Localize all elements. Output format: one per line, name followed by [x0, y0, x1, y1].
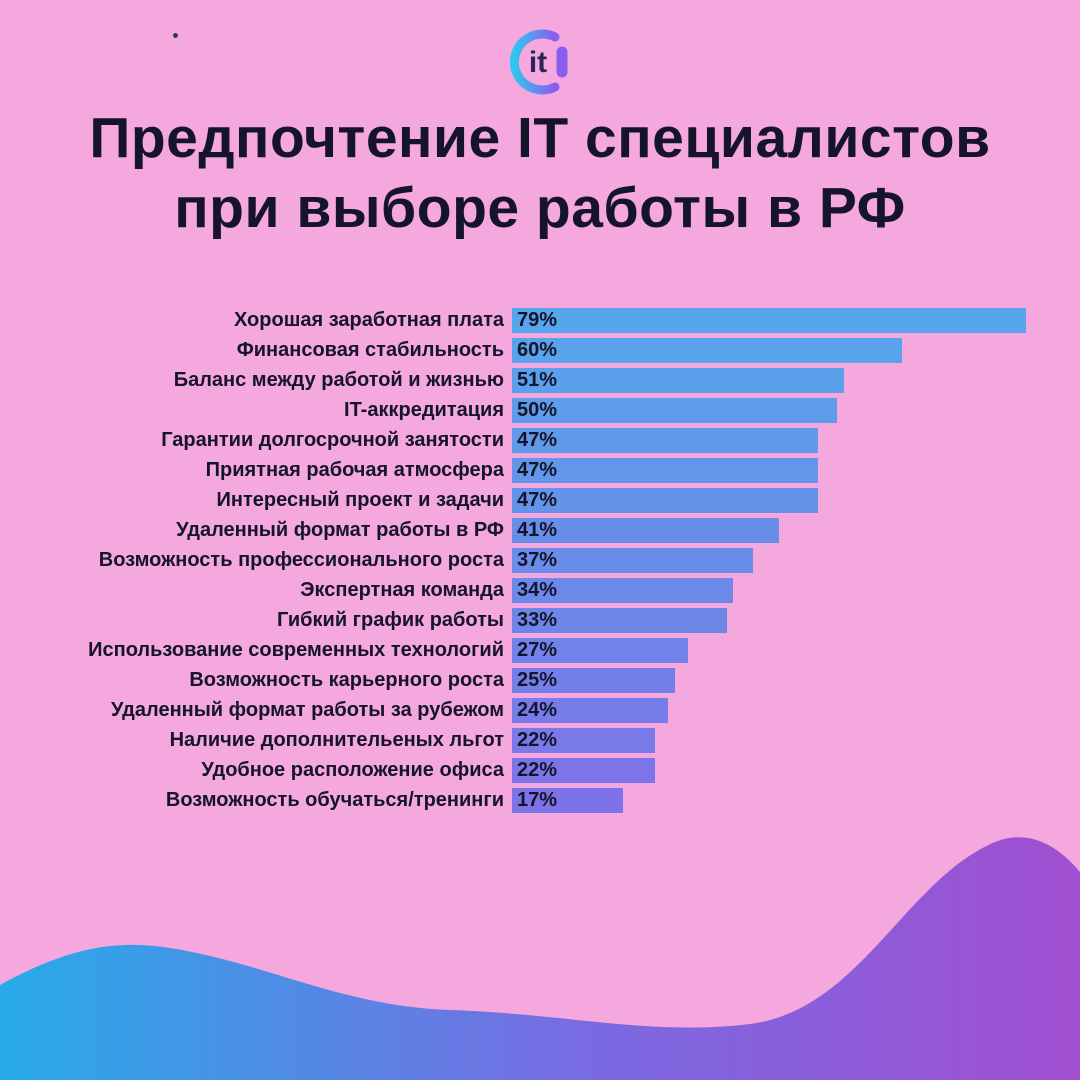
- bar-label: Использование современных технологий: [88, 638, 504, 661]
- bar: 41%: [512, 517, 779, 543]
- chart-row: IT-аккредитация 50%: [0, 395, 1080, 425]
- chart-row: Финансовая стабильность 60%: [0, 335, 1080, 365]
- title-line-2: при выборе работы в РФ: [174, 175, 906, 240]
- chart-row: Возможность карьерного роста 25%: [0, 665, 1080, 695]
- bar-label: Гарантии долгосрочной занятости: [161, 428, 504, 451]
- bar-value: 33%: [517, 608, 558, 631]
- bar: 60%: [512, 337, 902, 363]
- bar: 47%: [512, 487, 818, 513]
- chart-row: Хорошая заработная плата 79%: [0, 305, 1080, 335]
- bar-value: 27%: [517, 638, 558, 661]
- bar-label: Финансовая стабильность: [236, 338, 504, 361]
- bar-label: Баланс между работой и жизнью: [173, 368, 504, 391]
- bar: 22%: [512, 757, 655, 783]
- chart-row: Удобное расположение офиса 22%: [0, 755, 1080, 785]
- bar-value: 47%: [517, 458, 558, 481]
- bar: 47%: [512, 427, 818, 453]
- bar-value: 47%: [517, 428, 558, 451]
- bar-label: Возможность карьерного роста: [189, 668, 504, 691]
- bar-value: 17%: [517, 788, 558, 811]
- bar-label: Возможность профессионального роста: [98, 548, 504, 571]
- bar-label: Хорошая заработная плата: [233, 308, 504, 331]
- chart-row: Удаленный формат работы за рубежом 24%: [0, 695, 1080, 725]
- chart-row: Приятная рабочая атмосфера 47%: [0, 455, 1080, 485]
- chart-row: Удаленный формат работы в РФ 41%: [0, 515, 1080, 545]
- chart-row: Гибкий график работы 33%: [0, 605, 1080, 635]
- bar-label: Приятная рабочая атмосфера: [205, 458, 504, 481]
- bar-label: Удаленный формат работы в РФ: [176, 518, 504, 541]
- wave-decoration: [0, 837, 1080, 1080]
- bar-value: 34%: [517, 578, 558, 601]
- bar: 51%: [512, 367, 844, 393]
- bar-value: 37%: [517, 548, 558, 571]
- bar: 47%: [512, 457, 818, 483]
- bar: 34%: [512, 577, 733, 603]
- bar-value: 22%: [517, 758, 558, 781]
- chart-row: Интересный проект и задачи 47%: [0, 485, 1080, 515]
- bar: 37%: [512, 547, 753, 573]
- bar: 33%: [512, 607, 727, 633]
- bar-value: 25%: [517, 668, 558, 691]
- page-title: Предпочтение IT специалистов при выборе …: [0, 104, 1080, 243]
- bar-value: 60%: [517, 338, 558, 361]
- bar-label: Наличие дополнительеных льгот: [169, 728, 504, 751]
- bar-value: 47%: [517, 488, 558, 511]
- bar-value: 22%: [517, 728, 558, 751]
- chart-row: Использование современных технологий 27%: [0, 635, 1080, 665]
- bar-value: 50%: [517, 398, 558, 421]
- chart-row: Возможность обучаться/тренинги 17%: [0, 785, 1080, 815]
- bar-value: 79%: [517, 308, 558, 331]
- bar: 24%: [512, 697, 668, 723]
- logo-icon: it: [509, 29, 568, 95]
- bar: 27%: [512, 637, 688, 663]
- bar-label: Удобное расположение офиса: [201, 758, 504, 781]
- chart-row: Наличие дополнительеных льгот 22%: [0, 725, 1080, 755]
- bar: 25%: [512, 667, 675, 693]
- bar-label: Удаленный формат работы за рубежом: [111, 698, 504, 721]
- bar: 17%: [512, 787, 623, 813]
- bar-label: Гибкий график работы: [277, 608, 504, 631]
- logo: it: [502, 24, 578, 105]
- bar: 50%: [512, 397, 837, 423]
- bar-value: 41%: [517, 518, 558, 541]
- bar: 22%: [512, 727, 655, 753]
- chart-row: Экспертная команда 34%: [0, 575, 1080, 605]
- chart-row: Баланс между работой и жизнью 51%: [0, 365, 1080, 395]
- bar-value: 51%: [517, 368, 558, 391]
- bar-label: IT-аккредитация: [344, 398, 504, 421]
- bar: 79%: [512, 307, 1026, 333]
- bar-label: Интересный проект и задачи: [216, 488, 504, 511]
- chart-row: Гарантии долгосрочной занятости 47%: [0, 425, 1080, 455]
- logo-text: it: [529, 46, 547, 79]
- title-line-1: Предпочтение IT специалистов: [89, 106, 991, 170]
- bar-chart: Хорошая заработная плата 79% Финансовая ст…: [0, 305, 1080, 815]
- bar-value: 24%: [517, 698, 558, 721]
- bar-label: Экспертная команда: [300, 578, 504, 601]
- decorative-dot: [173, 33, 178, 38]
- chart-row: Возможность профессионального роста 37%: [0, 545, 1080, 575]
- bar-label: Возможность обучаться/тренинги: [165, 788, 504, 811]
